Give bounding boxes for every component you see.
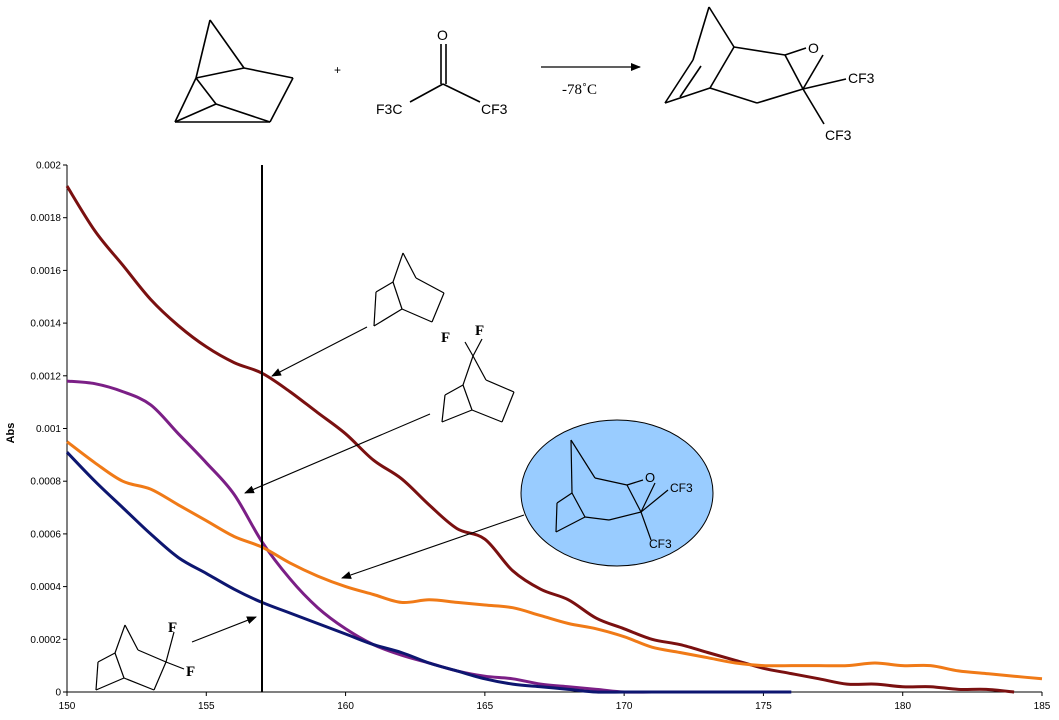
y-tick-label: 0.0018 [30,213,61,224]
exo-difluoronorbornane-structure: F F [95,620,195,691]
exo-difluoronorbornane-arrow [191,616,257,643]
reactant-structure [174,19,294,123]
series-line-oxetane_adduct [66,440,1043,681]
absorbance-chart: 0 0.0002 0.0004 0.0006 0.0008 0.001 0.0012 0.00… [5,161,1051,713]
oxetane-adduct-arrow [341,514,525,579]
highlight-bubble [520,419,714,567]
y-tick-label: 0.0008 [30,477,61,488]
y-tick-label: 0.001 [36,424,61,435]
reagent-structure: O F3C CF3 [376,27,508,117]
bubble-cf3-lower: CF3 [649,537,672,551]
plus-sign: + [334,63,341,77]
bubble-oxygen: O [645,470,655,485]
product-structure: O CF3 CF3 [664,6,875,143]
difluoro-f-right: F [475,323,484,339]
reagent-right-cf3: CF3 [481,101,508,117]
x-tick-label: 175 [755,701,772,712]
exo-difluoro-f-upper: F [168,620,177,636]
y-tick-label: 0.002 [36,161,61,172]
reaction-condition: -78˚C [562,82,597,98]
x-tick-label: 170 [616,701,633,712]
difluoro-f-left: F [441,330,450,346]
y-axis-label: Abs [5,423,17,444]
bubble-cf3-upper: CF3 [670,481,693,495]
y-tick-label: 0 [55,688,61,699]
x-tick-label: 160 [337,701,354,712]
y-tick-labels: 0 0.0002 0.0004 0.0006 0.0008 0.001 0.0012 0.00… [30,161,61,699]
y-tick-label: 0.0004 [30,582,61,593]
x-tick-labels: 150 155 160 165 170 175 180 185 [59,701,1051,712]
reagent-oxygen: O [437,27,448,43]
x-tick-label: 165 [477,701,494,712]
x-tick-label: 150 [59,701,76,712]
norbornane-structure [373,252,445,327]
x-tick-label: 185 [1034,701,1051,712]
exo-difluoro-f-lower: F [186,664,195,680]
reagent-left-cf3: F3C [376,101,402,117]
x-tick-label: 155 [198,701,215,712]
series-line-difluoro_exo [65,451,792,694]
product-cf3-upper: CF3 [848,70,875,86]
series-line-norbornane [65,185,1015,694]
product-oxygen: O [808,40,819,56]
y-tick-label: 0.0016 [30,266,61,277]
difluoronorbornane-structure: F F [441,323,515,423]
product-cf3-lower: CF3 [825,127,852,143]
axes [63,164,1043,696]
x-tick-label: 180 [894,701,911,712]
norbornane-arrow [271,326,368,377]
difluoronorbornane-arrow [244,413,431,494]
reaction-scheme: + O F3C CF3 -78˚C [174,6,875,143]
oxetane-adduct-highlight: O CF3 CF3 [520,419,714,567]
y-tick-label: 0.0014 [30,319,61,330]
series-lines [65,185,1043,694]
y-tick-label: 0.0012 [30,371,61,382]
y-tick-label: 0.0002 [30,635,61,646]
y-tick-label: 0.0006 [30,529,61,540]
